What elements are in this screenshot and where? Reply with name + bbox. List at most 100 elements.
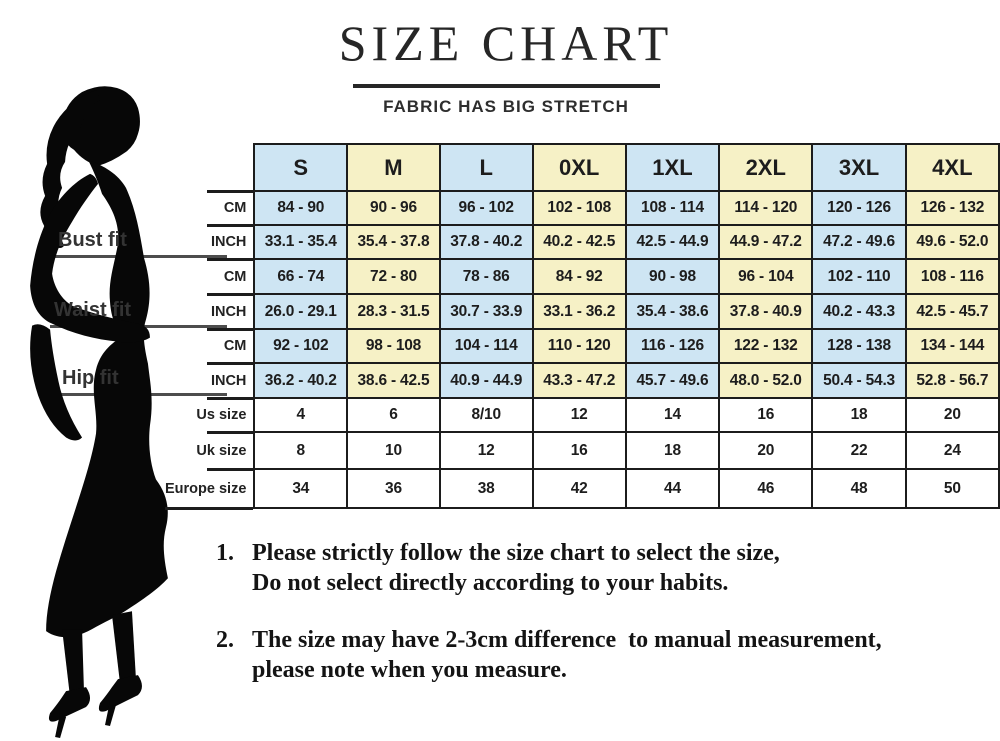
row-label: Uk size xyxy=(165,430,254,469)
size-col-header: M xyxy=(346,143,441,192)
size-cell: 50 xyxy=(904,468,1000,509)
size-cell: 18 xyxy=(811,397,907,433)
size-cell: 37.8 - 40.2 xyxy=(438,224,534,260)
size-col-header: 0XL xyxy=(531,143,627,192)
size-cell: 46 xyxy=(718,468,814,509)
row-label: CM xyxy=(165,257,254,294)
size-cell: 50.4 - 54.3 xyxy=(811,362,907,399)
size-cell: 48.0 - 52.0 xyxy=(718,362,814,399)
page-title: SIZE CHART xyxy=(338,15,674,71)
size-cell: 40.9 - 44.9 xyxy=(438,362,534,399)
size-cell: 20 xyxy=(904,397,1000,433)
size-cell: 28.3 - 31.5 xyxy=(346,293,441,330)
size-cell: 12 xyxy=(438,431,534,470)
size-cell: 98 - 108 xyxy=(346,328,441,364)
size-cell: 120 - 126 xyxy=(811,190,907,226)
size-cell: 20 xyxy=(718,431,814,470)
size-cell: 24 xyxy=(904,431,1000,470)
table-corner xyxy=(165,144,254,191)
size-cell: 52.8 - 56.7 xyxy=(904,362,1000,399)
size-cell: 33.1 - 36.2 xyxy=(531,293,627,330)
note-1-line-1: Please strictly follow the size chart to… xyxy=(252,540,780,566)
size-cell: 8/10 xyxy=(438,397,534,433)
page-subtitle: FABRIC HAS BIG STRETCH xyxy=(383,97,629,116)
size-cell: 126 - 132 xyxy=(904,190,1000,226)
size-cell: 48 xyxy=(811,468,907,509)
hip-fit-label: Hip fit xyxy=(62,367,119,389)
size-cell: 45.7 - 49.6 xyxy=(624,362,721,399)
waist-fit-label: Waist fit xyxy=(54,299,132,321)
size-cell: 40.2 - 42.5 xyxy=(531,224,627,260)
size-cell: 43.3 - 47.2 xyxy=(531,362,627,399)
row-label: INCH xyxy=(165,223,254,259)
size-cell: 84 - 90 xyxy=(253,190,349,226)
size-col-header: 2XL xyxy=(718,143,814,192)
woman-silhouette-svg xyxy=(30,86,168,739)
size-cell: 72 - 80 xyxy=(346,258,441,295)
size-cell: 26.0 - 29.1 xyxy=(253,293,349,330)
size-col-header: 4XL xyxy=(904,143,1000,192)
size-cell: 128 - 138 xyxy=(811,328,907,364)
size-cell: 78 - 86 xyxy=(438,258,534,295)
size-cell: 14 xyxy=(624,397,721,433)
title-underline xyxy=(353,84,660,88)
row-label: CM xyxy=(165,189,254,225)
size-cell: 8 xyxy=(253,431,349,470)
size-cell: 34 xyxy=(253,468,349,509)
size-cell: 16 xyxy=(531,431,627,470)
row-label: Europe size xyxy=(165,467,254,510)
size-cell: 90 - 98 xyxy=(624,258,721,295)
size-cell: 47.2 - 49.6 xyxy=(811,224,907,260)
size-cell: 102 - 110 xyxy=(811,258,907,295)
size-cell: 30.7 - 33.9 xyxy=(438,293,534,330)
size-cell: 108 - 116 xyxy=(904,258,1000,295)
size-col-header: 3XL xyxy=(811,143,907,192)
bust-fit-label: Bust fit xyxy=(58,229,127,251)
size-cell: 36 xyxy=(346,468,441,509)
size-cell: 6 xyxy=(346,397,441,433)
size-cell: 35.4 - 38.6 xyxy=(624,293,721,330)
size-cell: 44.9 - 47.2 xyxy=(718,224,814,260)
size-cell: 18 xyxy=(624,431,721,470)
size-cell: 102 - 108 xyxy=(531,190,627,226)
size-cell: 10 xyxy=(346,431,441,470)
size-cell: 4 xyxy=(253,397,349,433)
size-table: S M L 0XL 1XL 2XL 3XL 4XL CM 84 - 90 90 - 96 96 - 1… xyxy=(165,143,1000,510)
row-label: CM xyxy=(165,327,254,363)
size-cell: 90 - 96 xyxy=(346,190,441,226)
note-2-line-1: The size may have 2-3cm difference to ma… xyxy=(252,627,882,653)
size-table-body: S M L 0XL 1XL 2XL 3XL 4XL CM 84 - 90 90 - 96 96 - 1… xyxy=(165,143,1000,510)
size-cell: 96 - 102 xyxy=(438,190,534,226)
row-label: INCH xyxy=(165,361,254,398)
size-cell: 104 - 114 xyxy=(438,328,534,364)
size-col-header: L xyxy=(438,143,534,192)
size-cell: 134 - 144 xyxy=(904,328,1000,364)
size-col-header: 1XL xyxy=(624,143,721,192)
size-cell: 42.5 - 44.9 xyxy=(624,224,721,260)
woman-silhouette-figure xyxy=(0,82,230,741)
size-cell: 42.5 - 45.7 xyxy=(904,293,1000,330)
size-cell: 37.8 - 40.9 xyxy=(718,293,814,330)
note-2-line-2: please note when you measure. xyxy=(252,657,567,683)
size-cell: 38 xyxy=(438,468,534,509)
row-label: INCH xyxy=(165,292,254,329)
row-label: Us size xyxy=(165,396,254,432)
note-1-line-2: Do not select directly according to your… xyxy=(252,570,729,596)
size-cell: 35.4 - 37.8 xyxy=(346,224,441,260)
size-cell: 42 xyxy=(531,468,627,509)
size-cell: 40.2 - 43.3 xyxy=(811,293,907,330)
size-cell: 114 - 120 xyxy=(718,190,814,226)
note-1: 1. Please strictly follow the size chart… xyxy=(216,538,986,598)
size-cell: 116 - 126 xyxy=(624,328,721,364)
size-cell: 84 - 92 xyxy=(531,258,627,295)
size-cell: 38.6 - 42.5 xyxy=(346,362,441,399)
size-table-wrap: S M L 0XL 1XL 2XL 3XL 4XL CM 84 - 90 90 - 96 96 - 1… xyxy=(165,143,1000,510)
size-cell: 66 - 74 xyxy=(253,258,349,295)
size-cell: 12 xyxy=(531,397,627,433)
size-cell: 33.1 - 35.4 xyxy=(253,224,349,260)
size-col-header: S xyxy=(253,143,349,192)
size-cell: 49.6 - 52.0 xyxy=(904,224,1000,260)
note-2: 2. The size may have 2-3cm difference to… xyxy=(216,625,986,685)
size-cell: 92 - 102 xyxy=(253,328,349,364)
note-1-number: 1. xyxy=(216,540,234,566)
